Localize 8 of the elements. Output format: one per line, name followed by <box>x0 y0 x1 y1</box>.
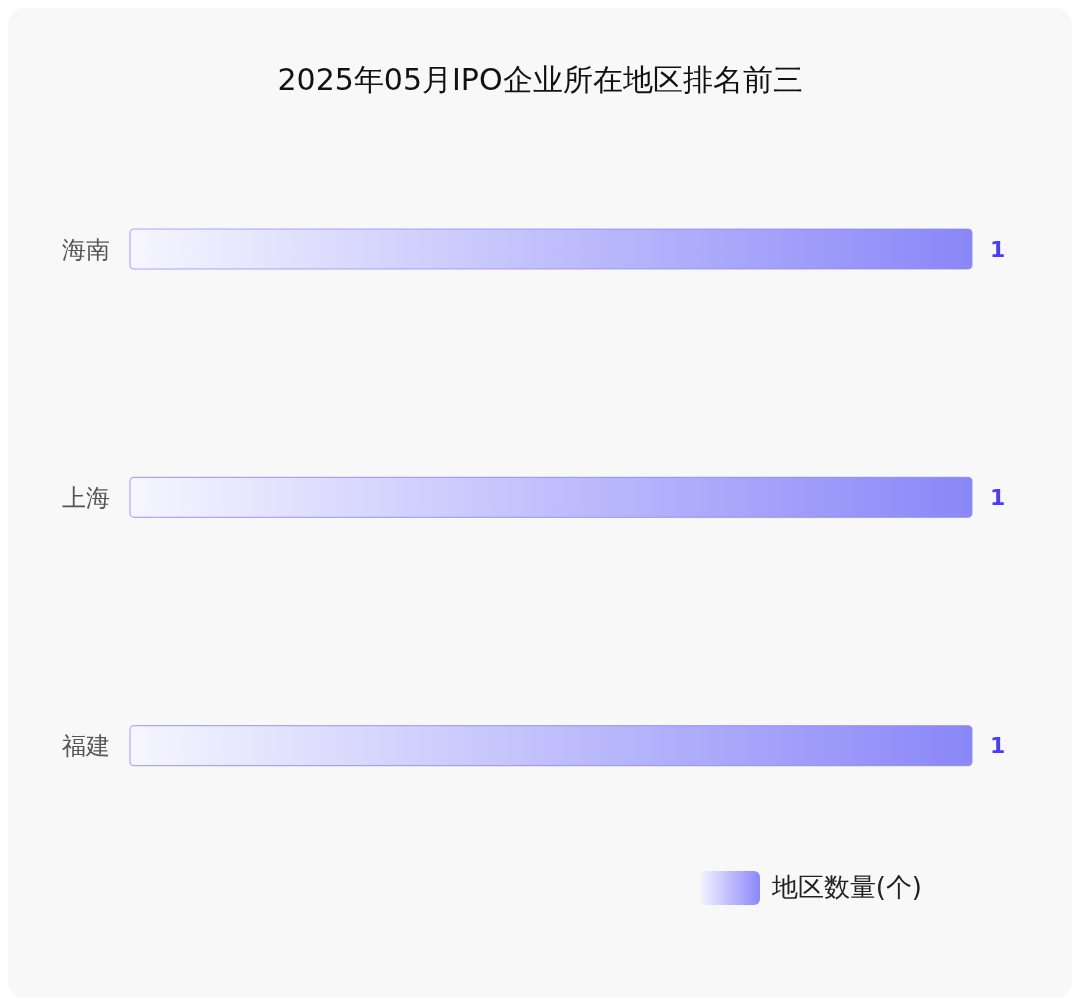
y-tick-label: 上海 <box>62 484 110 513</box>
data-label: 1 <box>990 485 1006 511</box>
chart-title: 2025年05月IPO企业所在地区排名前三 <box>276 61 804 99</box>
data-label: 1 <box>990 733 1006 759</box>
y-tick-label: 海南 <box>62 235 110 264</box>
legend-label: 地区数量(个) <box>771 871 922 904</box>
data-label: 1 <box>990 236 1006 262</box>
y-tick-label: 福建 <box>62 732 110 761</box>
